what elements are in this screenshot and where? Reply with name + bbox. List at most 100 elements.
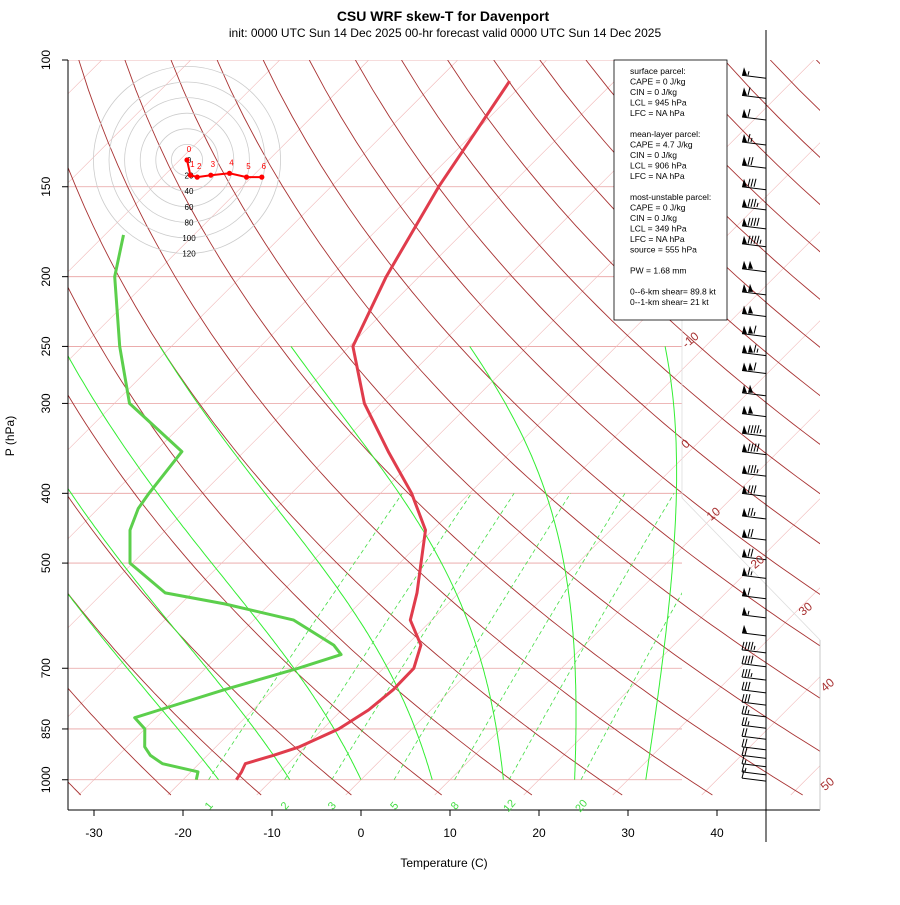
parcel-info-line: LFC = NA hPa (630, 171, 685, 181)
parcel-info-line: CIN = 0 J/kg (630, 150, 677, 160)
wind-barb (742, 739, 766, 750)
wind-barb (742, 157, 766, 168)
wind-barb (742, 508, 766, 519)
parcel-info-line: LCL = 906 hPa (630, 161, 687, 171)
isotherm-label: 50 (818, 774, 837, 794)
wind-barb (742, 109, 766, 120)
wind-barb (742, 305, 766, 316)
hodograph-ring-label: 80 (185, 218, 194, 227)
wind-barb (742, 728, 766, 739)
hodograph-point (244, 175, 249, 180)
hodograph-ring-label: 100 (182, 234, 196, 243)
hodograph-point (188, 173, 193, 178)
parcel-info-line: CIN = 0 J/kg (630, 87, 677, 97)
hodograph-point (195, 175, 200, 180)
parcel-info-line: CAPE = 0 J/kg (630, 77, 686, 87)
mixing-ratio-line (332, 493, 514, 779)
temperature-tick-label: 30 (621, 826, 635, 840)
hodograph-point-label: 0 (187, 145, 192, 154)
isotherm-label: 10 (704, 504, 723, 524)
mixing-ratio-line (394, 493, 570, 779)
isotherm-label: 0 (678, 436, 692, 451)
wind-barb (742, 465, 766, 476)
pressure-tick-label: 850 (39, 719, 53, 739)
hodograph-ring-label: 60 (185, 203, 194, 212)
wind-barb (742, 656, 766, 667)
temperature-tick-label: 0 (358, 826, 365, 840)
hodograph-point (259, 175, 264, 180)
wind-barb (742, 706, 766, 717)
mixing-ratio-label: 12 (501, 798, 518, 815)
hodograph-point-label: 4 (229, 158, 234, 167)
dry-adiabat-line (263, 60, 900, 795)
wind-barb (742, 406, 766, 417)
hodograph-point (227, 171, 232, 176)
wind-barb (742, 362, 766, 373)
parcel-info-line: most-unstable parcel: (630, 192, 711, 202)
pressure-tick-label: 200 (39, 266, 53, 286)
parcel-info-line: 0--1-km shear= 21 kt (630, 297, 709, 307)
wind-barb (742, 218, 766, 229)
wind-barb (742, 607, 766, 618)
chart-subtitle: init: 0000 UTC Sun 14 Dec 2025 00-hr for… (229, 26, 662, 40)
wind-barb (742, 444, 766, 455)
wind-barb (742, 717, 766, 728)
parcel-info-line: LFC = NA hPa (630, 108, 685, 118)
isotherm-label: 40 (818, 675, 837, 695)
parcel-info-line: CAPE = 0 J/kg (630, 203, 686, 213)
temperature-tick-label: -10 (263, 826, 281, 840)
parcel-info-line: LCL = 349 hPa (630, 224, 687, 234)
parcel-info-line: CAPE = 4.7 J/kg (630, 140, 693, 150)
pressure-tick-label: 1000 (39, 766, 53, 793)
y-axis-label: P (hPa) (3, 416, 17, 456)
wind-barb (742, 87, 766, 98)
parcel-info-line: LCL = 945 hPa (630, 98, 687, 108)
wind-barb (742, 682, 766, 693)
temperature-tick-label: -30 (85, 826, 103, 840)
wind-barb (742, 425, 766, 436)
hodograph-point (208, 173, 213, 178)
parcel-info-line: LFC = NA hPa (630, 234, 685, 244)
parcel-info-line: PW = 1.68 mm (630, 266, 686, 276)
isotherm-line (257, 60, 900, 795)
hodograph-point (184, 157, 189, 162)
chart-title: CSU WRF skew-T for Davenport (337, 8, 550, 24)
mixing-ratio-line (285, 493, 472, 779)
pressure-tick-label: 250 (39, 336, 53, 356)
wind-barb (742, 485, 766, 496)
wind-barb (742, 134, 766, 145)
x-axis-label: Temperature (C) (400, 856, 487, 870)
pressure-tick-label: 300 (39, 393, 53, 413)
parcel-info-line: mean-layer parcel: (630, 129, 700, 139)
hodograph-point-label: 3 (211, 160, 216, 169)
pressure-tick-label: 150 (39, 176, 53, 196)
mixing-ratio-label: 20 (573, 798, 590, 815)
wind-barb (742, 345, 766, 356)
hodograph-point-label: 6 (262, 162, 267, 171)
wind-barb (742, 67, 766, 78)
temperature-tick-label: 40 (710, 826, 724, 840)
wind-barb (742, 261, 766, 272)
dry-adiabat-line (863, 60, 900, 795)
dewpoint-profile-line (115, 235, 341, 780)
parcel-info-line: source = 555 hPa (630, 245, 697, 255)
pressure-tick-label: 500 (39, 553, 53, 573)
wind-barb (742, 642, 766, 653)
hodograph-point-label: 2 (197, 162, 202, 171)
parcel-info-line: CIN = 0 J/kg (630, 213, 677, 223)
temperature-tick-label: 20 (532, 826, 546, 840)
wind-barb (742, 529, 766, 540)
isotherm-line (791, 60, 900, 795)
pressure-tick-label: 700 (39, 658, 53, 678)
hodograph-point-label: 1 (190, 160, 195, 169)
hodograph-ring-label: 40 (185, 187, 194, 196)
wind-barb (742, 669, 766, 680)
wind-barb (742, 625, 766, 636)
pressure-tick-label: 100 (39, 50, 53, 70)
temperature-tick-label: -20 (174, 826, 192, 840)
temperature-tick-label: 10 (443, 826, 457, 840)
wind-barb (742, 588, 766, 599)
isotherm-line (880, 60, 900, 795)
